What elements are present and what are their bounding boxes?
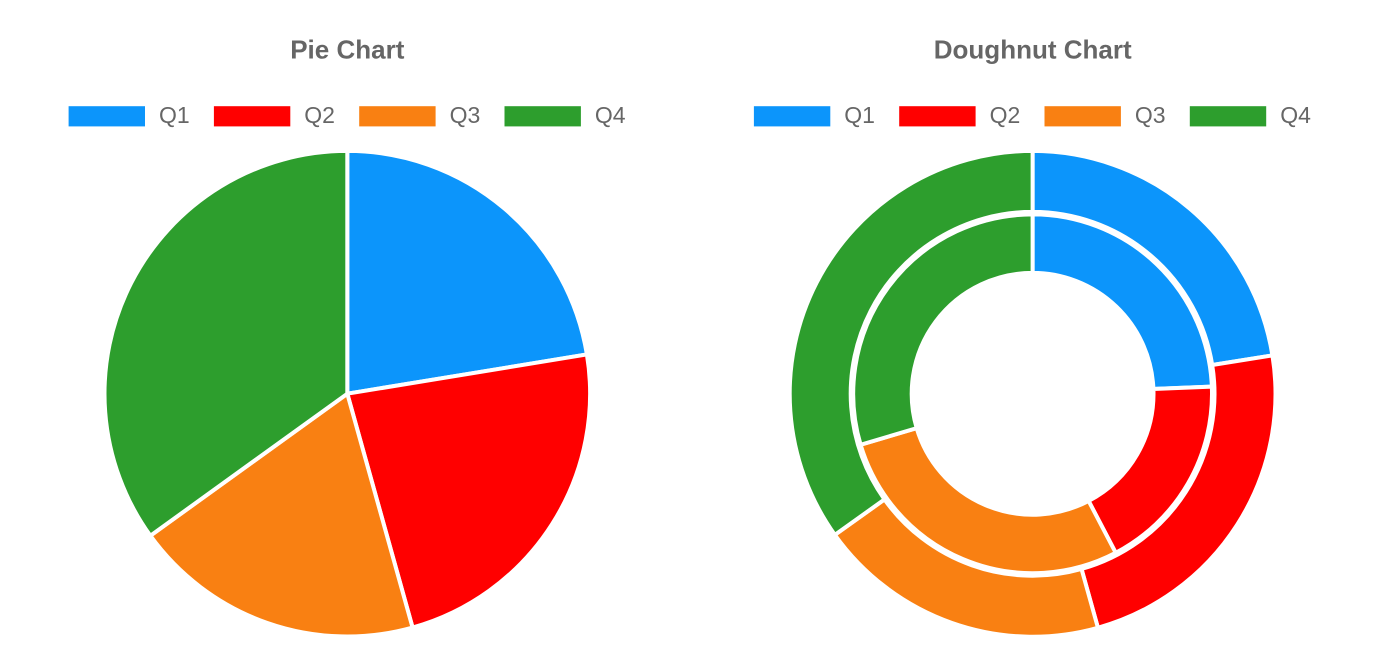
svg-text:Q3: Q3 bbox=[450, 102, 481, 128]
svg-text:Q3: Q3 bbox=[1135, 102, 1166, 128]
svg-text:Pie Chart: Pie Chart bbox=[290, 35, 404, 65]
svg-text:Q4: Q4 bbox=[1280, 102, 1311, 128]
svg-text:Doughnut Chart: Doughnut Chart bbox=[934, 35, 1132, 65]
svg-text:Q2: Q2 bbox=[990, 102, 1021, 128]
svg-text:Q4: Q4 bbox=[595, 102, 626, 128]
svg-text:Q1: Q1 bbox=[844, 102, 875, 128]
svg-text:Q2: Q2 bbox=[304, 102, 335, 128]
svg-text:Q1: Q1 bbox=[159, 102, 190, 128]
